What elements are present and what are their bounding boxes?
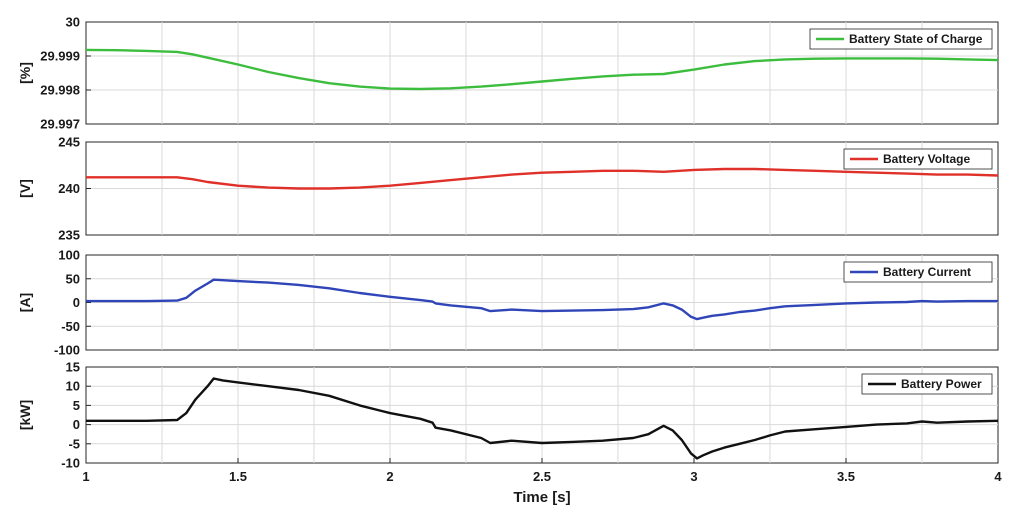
x-tick-label: 3 (690, 469, 697, 484)
x-tick-label: 2.5 (533, 469, 551, 484)
y-tick-label: 0 (73, 417, 80, 432)
y-tick-label: -5 (68, 436, 80, 451)
legend: Battery Current (843, 261, 993, 283)
x-tick-label: 3.5 (837, 469, 855, 484)
legend: Battery Voltage (843, 148, 993, 170)
legend-box (843, 261, 993, 283)
x-tick-label: 1 (82, 469, 89, 484)
legend: Battery State of Charge (809, 28, 993, 50)
y-tick-label: -100 (54, 343, 80, 358)
y-tick-label: 15 (66, 360, 80, 375)
y-tick-label: 240 (58, 181, 80, 196)
legend: Battery Power (861, 373, 993, 395)
series-line-1 (86, 377, 999, 460)
panel-1: 29.997 29.998 29.999 30 [%] Battery State of … (17, 15, 999, 132)
series-line-1 (86, 167, 999, 190)
y-tick-label: 29.997 (40, 117, 80, 132)
y-axis-label: [A] (17, 293, 33, 312)
series-line-1 (85, 48, 999, 91)
x-tick-label: 1.5 (229, 469, 247, 484)
x-axis-label: Time [s] (513, 489, 570, 506)
series-line-1 (86, 278, 998, 321)
legend-label: Battery Power (901, 377, 982, 391)
y-tick-label: -50 (61, 319, 80, 334)
panel-3: -100 -50 0 50 100 [A] Battery Current (17, 248, 999, 358)
y-tick-label: -10 (61, 456, 80, 471)
legend-label: Battery State of Charge (849, 32, 983, 46)
legend-box (809, 28, 993, 50)
x-tick-label: 2 (386, 469, 393, 484)
legend-label: Battery Voltage (883, 152, 970, 166)
y-tick-label: 0 (73, 295, 80, 310)
x-tick-label: 4 (994, 469, 1002, 484)
y-tick-label: 10 (66, 379, 80, 394)
y-tick-label: 29.998 (40, 83, 80, 98)
y-tick-label: 100 (58, 248, 80, 263)
panel-4: -10 -5 0 5 10 15 [kW] Battery Power 1 1.5 2 2.5 3 3.5… (17, 360, 1002, 507)
y-axis-label: [kW] (17, 400, 33, 430)
legend-box (861, 373, 993, 395)
y-tick-label: 29.999 (40, 49, 80, 64)
legend-box (843, 148, 993, 170)
y-tick-label: 245 (58, 135, 80, 150)
y-axis-label: [V] (17, 179, 33, 198)
y-tick-label: 50 (66, 271, 80, 286)
y-tick-label: 5 (73, 398, 80, 413)
y-tick-label: 235 (58, 228, 80, 243)
legend-label: Battery Current (883, 265, 971, 279)
y-axis-label: [%] (17, 62, 33, 84)
panel-2: 235 240 245 [V] Battery Voltage (17, 135, 999, 243)
y-tick-label: 30 (66, 15, 80, 30)
